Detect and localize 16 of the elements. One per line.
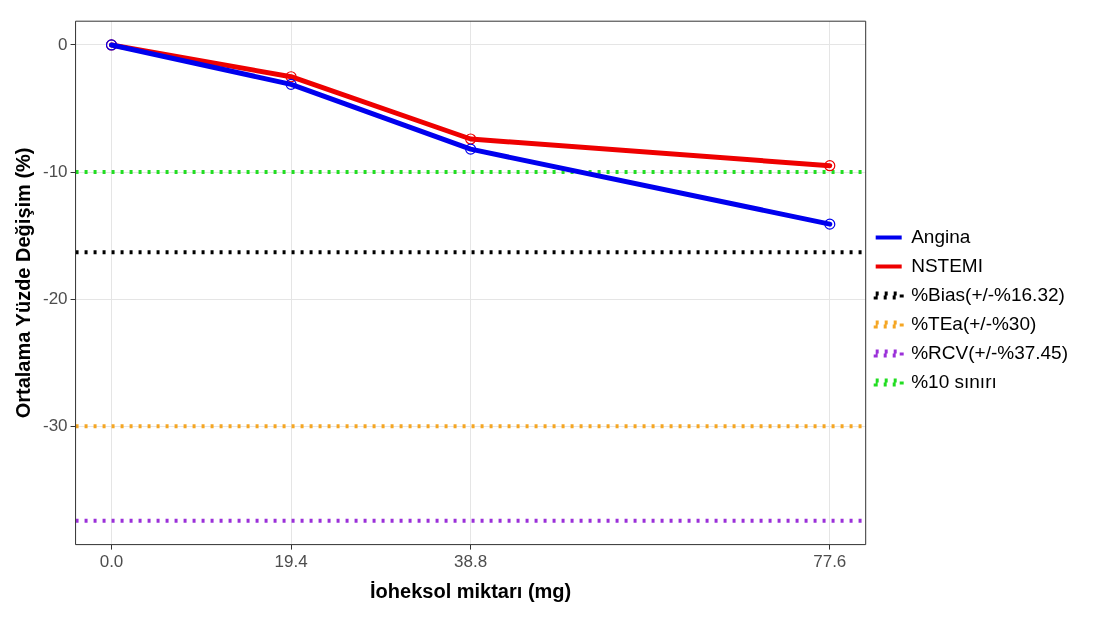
legend-label: Angina [911, 225, 971, 247]
legend-label: %RCV(+/-%37.45) [911, 341, 1069, 363]
legend-label: %10 sınırı [911, 370, 997, 392]
x-tick-label: 19.4 [274, 552, 308, 572]
y-tick-label: 0 [58, 34, 68, 54]
y-axis-title: Ortalama Yüzde Değişim (%) [11, 147, 34, 419]
y-tick-label: -20 [42, 288, 68, 308]
x-tick-label: 0.0 [99, 552, 124, 572]
x-axis-title: İoheksol miktarı (mg) [370, 579, 572, 602]
y-tick-label: -30 [42, 415, 68, 435]
y-tick-label: -10 [42, 161, 68, 181]
legend-label: %TEa(+/-%30) [911, 312, 1037, 334]
legend-label: NSTEMI [911, 254, 983, 276]
x-tick-label: 77.6 [813, 552, 847, 572]
legend-label: %Bias(+/-%16.32) [911, 283, 1065, 305]
x-tick-label: 38.8 [454, 552, 488, 572]
